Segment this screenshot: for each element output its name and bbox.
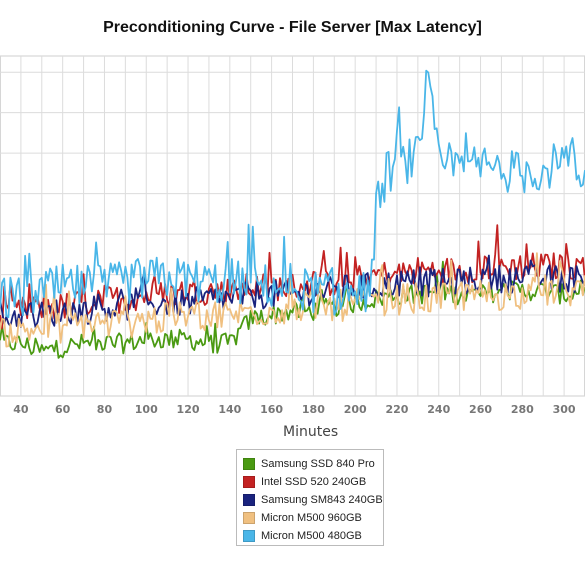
- x-tick-label: 100: [135, 403, 158, 416]
- x-tick-label: 220: [385, 403, 408, 416]
- x-tick-label: 40: [13, 403, 29, 416]
- legend: Samsung SSD 840 Pro Intel SSD 520 240GB Sa…: [236, 449, 384, 546]
- legend-label: Micron M500 960GB: [261, 512, 362, 524]
- legend-swatch: [243, 530, 255, 542]
- legend-swatch: [243, 476, 255, 488]
- series-line: [0, 252, 585, 348]
- series-line: [0, 69, 585, 319]
- legend-swatch: [243, 512, 255, 524]
- legend-item: Samsung SM843 240GB: [243, 491, 383, 509]
- x-tick-label: 180: [302, 403, 325, 416]
- x-tick-label: 60: [55, 403, 71, 416]
- legend-label: Intel SSD 520 240GB: [261, 476, 367, 488]
- legend-label: Samsung SSD 840 Pro: [261, 458, 375, 470]
- x-tick-label: 140: [218, 403, 241, 416]
- legend-swatch: [243, 458, 255, 470]
- series-layer: [0, 69, 585, 359]
- x-tick-label: 80: [97, 403, 113, 416]
- x-tick-label: 120: [177, 403, 200, 416]
- legend-item: Micron M500 480GB: [243, 527, 383, 545]
- legend-item: Intel SSD 520 240GB: [243, 473, 383, 491]
- x-axis-label: Minutes: [283, 424, 339, 440]
- x-tick-labels: 40 60 80 100 120 140 160 180 200 220 240 260 280 300: [13, 403, 576, 416]
- legend-item: Samsung SSD 840 Pro: [243, 455, 383, 473]
- legend-swatch: [243, 494, 255, 506]
- x-tick-label: 240: [427, 403, 450, 416]
- legend-label: Samsung SM843 240GB: [261, 494, 383, 506]
- x-tick-label: 260: [469, 403, 492, 416]
- legend-label: Micron M500 480GB: [261, 530, 362, 542]
- grid: [0, 55, 585, 397]
- x-tick-label: 160: [260, 403, 283, 416]
- legend-item: Micron M500 960GB: [243, 509, 383, 527]
- chart-title: Preconditioning Curve - File Server [Max…: [103, 19, 482, 36]
- x-tick-label: 200: [344, 403, 367, 416]
- x-tick-label: 300: [553, 403, 576, 416]
- x-tick-label: 280: [511, 403, 534, 416]
